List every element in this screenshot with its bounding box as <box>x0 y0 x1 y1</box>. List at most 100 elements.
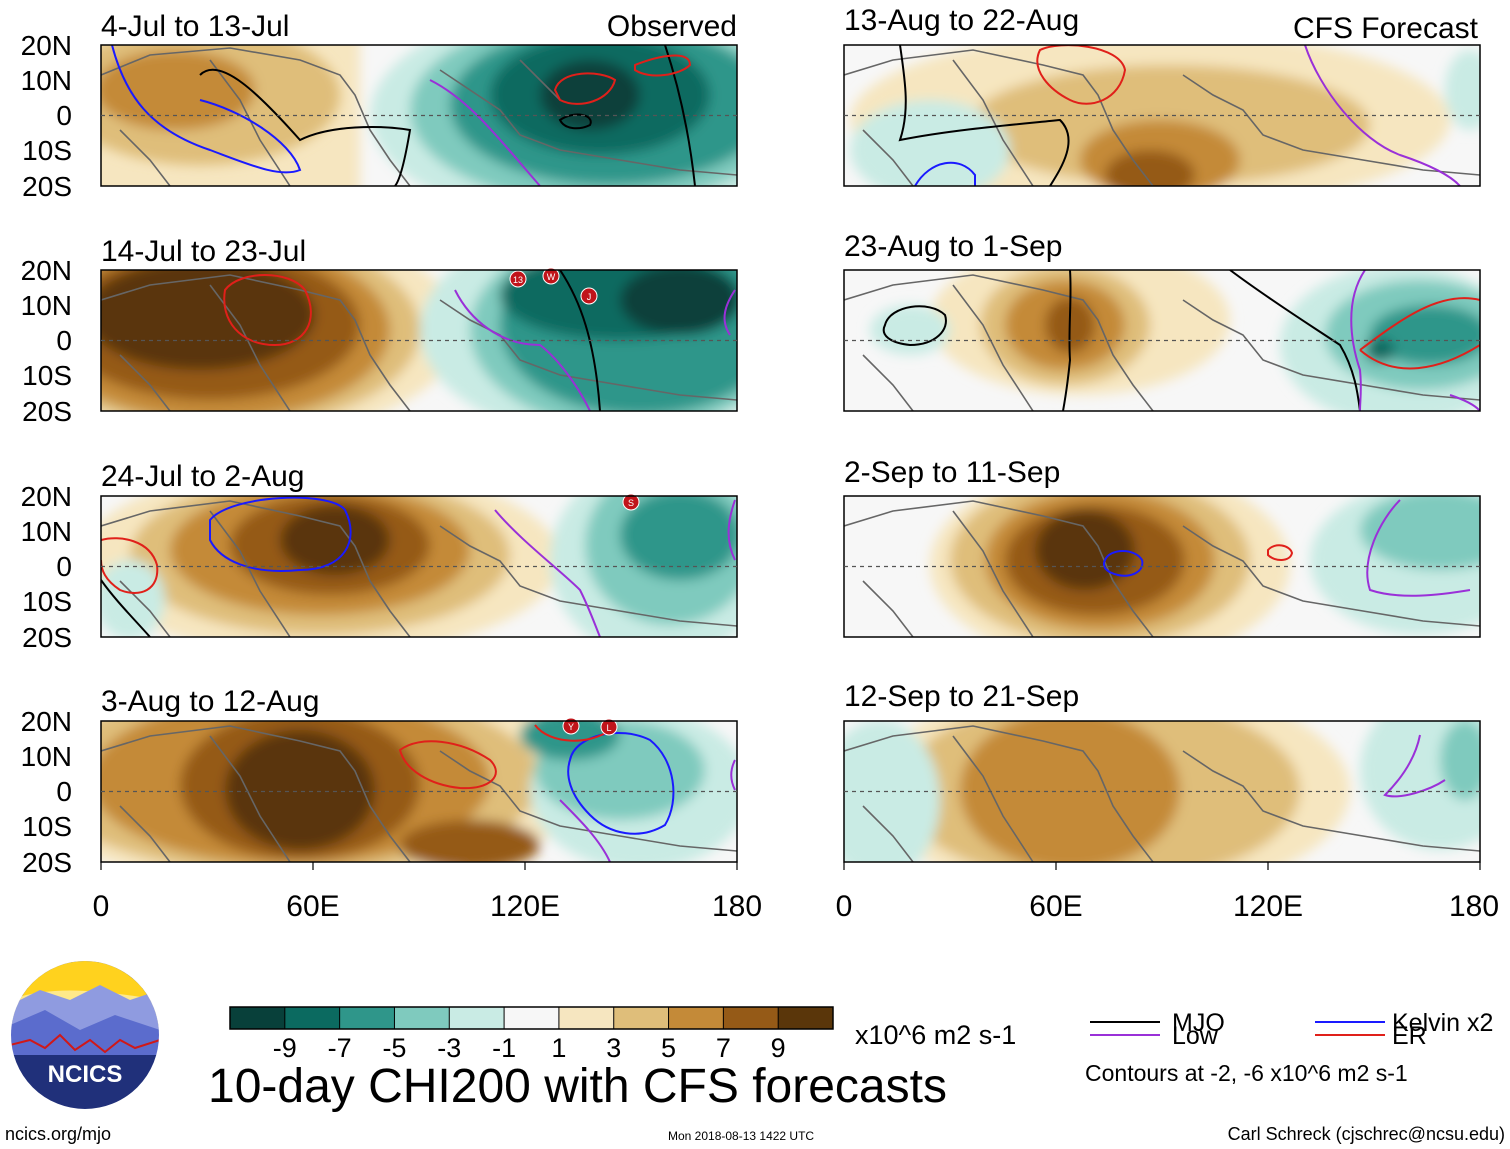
logo-text: NCICS <box>48 1061 123 1088</box>
lon-label: 0 <box>93 890 110 923</box>
chi200-field <box>844 270 1480 411</box>
lat-label: 10N <box>21 516 72 547</box>
colorbar-swatch <box>723 1007 779 1029</box>
panel-2sep-11sep: 2-Sep to 11-Sep <box>843 456 1481 638</box>
panel-12sep-21sep: 12-Sep to 21-Sep 0 60E 120E 180 <box>836 680 1499 923</box>
wave-contours <box>898 45 1461 186</box>
map-coastlines <box>844 274 1480 411</box>
panel-title: 4-Jul to 13-Jul <box>101 10 289 43</box>
panel-3aug-12aug: Y L 3-Aug to 12-Aug 20N 10N 0 10S 20S 0 … <box>21 685 762 923</box>
legend-label-low: Low <box>1172 1022 1219 1050</box>
lat-label: 10N <box>21 65 72 96</box>
map-coastlines <box>844 725 1480 862</box>
colorbar-tick-label: -5 <box>382 1033 406 1063</box>
storm-marker[interactable]: S <box>622 493 640 511</box>
colorbar-tick-label: -9 <box>273 1033 297 1063</box>
wave-contours <box>1383 734 1446 798</box>
lon-label: 120E <box>490 890 560 923</box>
wave-contours <box>398 724 736 862</box>
storm-markers: S <box>622 493 640 511</box>
lon-label: 180 <box>712 890 762 923</box>
lat-label: 20S <box>22 847 72 878</box>
lon-label: 60E <box>286 890 339 923</box>
lat-axis-labels: 20N 10N 0 10S 20S <box>21 706 72 878</box>
storm-marker[interactable]: W <box>542 267 560 285</box>
lat-label: 10S <box>22 586 72 617</box>
lat-label: 10N <box>21 741 72 772</box>
chi200-field <box>844 496 1480 637</box>
lat-label: 10S <box>22 360 72 391</box>
credit: Carl Schreck (cjschrec@ncsu.edu) <box>1228 1124 1505 1144</box>
svg-text:J: J <box>587 292 592 302</box>
lat-label: 20N <box>21 30 72 61</box>
colorbar-swatch <box>394 1007 450 1029</box>
storm-markers: 13 W J <box>509 267 598 305</box>
lat-label: 20S <box>22 396 72 427</box>
colorbar-tick-label: -7 <box>328 1033 352 1063</box>
lon-label: 0 <box>836 890 853 923</box>
chi200-field <box>844 45 1480 186</box>
lat-axis-labels: 20N 10N 0 10S 20S <box>21 255 72 427</box>
map-coastlines <box>844 49 1480 186</box>
svg-text:W: W <box>547 272 556 282</box>
panel-title: 3-Aug to 12-Aug <box>101 685 319 718</box>
storm-marker[interactable]: 13 <box>509 270 527 288</box>
panel-title: 24-Jul to 2-Aug <box>101 460 304 493</box>
storm-marker[interactable]: L <box>600 718 618 736</box>
panel-title: 23-Aug to 1-Sep <box>844 230 1062 263</box>
panel-4jul-13jul: 4-Jul to 13-Jul Observed 20N 10N 0 10S 2… <box>21 10 738 202</box>
colorbar-units: x10^6 m2 s-1 <box>855 1020 1016 1050</box>
lon-axis: 0 60E 120E 180 <box>93 862 762 923</box>
panel-14jul-23jul: 13 W J 14-Jul to 23-Jul 20N 10N 0 10S 20… <box>21 235 738 427</box>
storm-marker[interactable]: Y <box>562 717 580 735</box>
lon-label: 180 <box>1449 890 1499 923</box>
chi200-field <box>844 721 1480 862</box>
lat-label: 0 <box>56 551 72 582</box>
site-url[interactable]: ncics.org/mjo <box>5 1124 111 1144</box>
colorbar-tick-label: 1 <box>551 1033 566 1063</box>
svg-text:13: 13 <box>513 275 523 285</box>
svg-text:L: L <box>606 723 611 733</box>
colorbar-swatch <box>613 1007 669 1029</box>
colorbar-frame <box>229 1006 834 1030</box>
lat-label: 20N <box>21 481 72 512</box>
panel-13aug-22aug: 13-Aug to 22-Aug CFS Forecast <box>843 4 1481 187</box>
chi200-field <box>101 270 737 411</box>
legend-label-kelvin: Kelvin x2 <box>1392 1009 1493 1037</box>
panel-title: 12-Sep to 21-Sep <box>844 680 1079 713</box>
lat-label: 20N <box>21 255 72 286</box>
colorbar-tick-label: 7 <box>716 1033 731 1063</box>
colorbar-swatch <box>230 1007 286 1029</box>
lon-label: 120E <box>1233 890 1303 923</box>
legend-label-mjo: MJO <box>1172 1009 1225 1037</box>
colorbar-swatch <box>449 1007 505 1029</box>
wave-contours <box>1102 499 1471 597</box>
timestamp: Mon 2018-08-13 1422 UTC <box>668 1129 814 1143</box>
colorbar-tick-label: -1 <box>492 1033 516 1063</box>
panel-title: 14-Jul to 23-Jul <box>101 235 306 268</box>
colorbar-tick-label: 3 <box>606 1033 621 1063</box>
storm-marker[interactable]: J <box>580 287 598 305</box>
observed-label: Observed <box>607 10 737 43</box>
lon-axis: 0 60E 120E 180 <box>836 862 1499 923</box>
lon-label: 60E <box>1029 890 1082 923</box>
storm-markers: Y L <box>562 717 618 736</box>
colorbar-tick-label: 5 <box>661 1033 676 1063</box>
panel-24jul-2aug: S 24-Jul to 2-Aug 20N 10N 0 10S 20S <box>21 460 738 653</box>
lat-axis-labels: 20N 10N 0 10S 20S <box>21 481 72 653</box>
map-coastlines <box>101 725 737 862</box>
map-coastlines <box>844 500 1480 637</box>
lat-label: 10S <box>22 135 72 166</box>
colorbar-swatch <box>339 1007 395 1029</box>
lat-label: 0 <box>56 776 72 807</box>
colorbar-swatch <box>284 1007 341 1029</box>
panel-title: 13-Aug to 22-Aug <box>844 4 1079 37</box>
svg-text:S: S <box>628 498 634 508</box>
panel-23aug-1sep: 23-Aug to 1-Sep <box>843 230 1481 412</box>
map-coastlines <box>101 500 737 637</box>
lat-label: 20S <box>22 622 72 653</box>
ncics-logo: NCICS <box>9 959 161 1111</box>
lat-label: 10S <box>22 811 72 842</box>
colorbar-swatch <box>668 1007 724 1029</box>
